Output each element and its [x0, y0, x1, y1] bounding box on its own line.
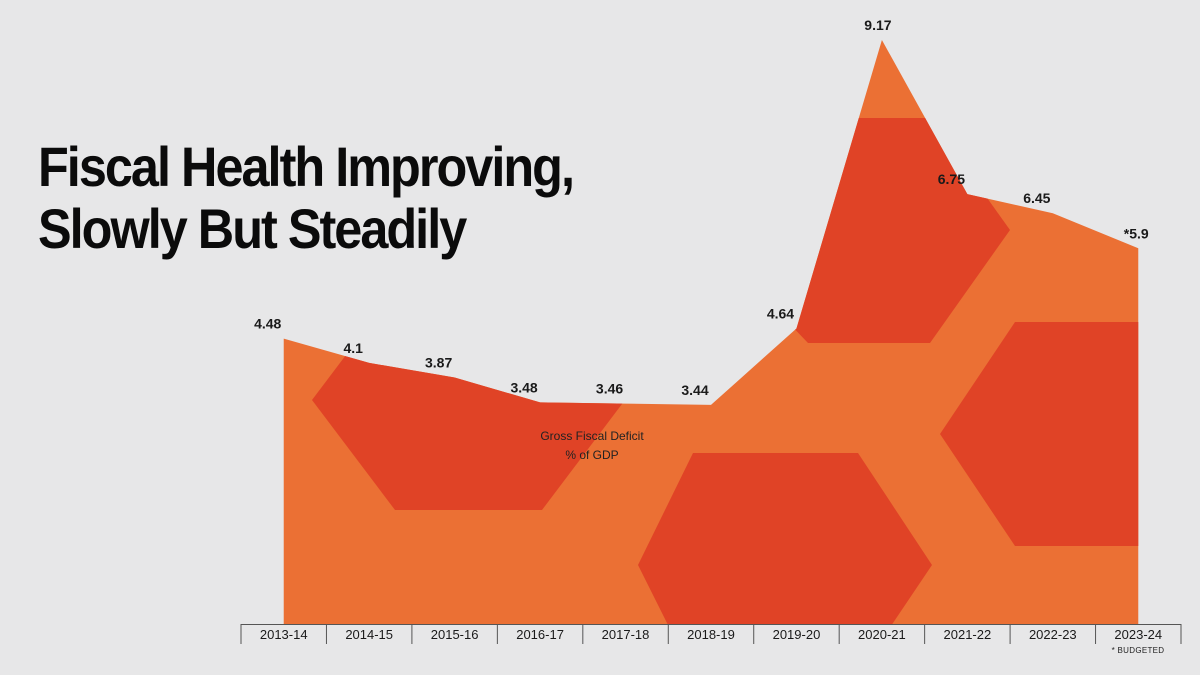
x-tick-label: 2016-17: [516, 627, 564, 642]
hex-shape-2: [638, 453, 932, 624]
value-label: 4.48: [254, 316, 281, 332]
value-label: 3.46: [596, 381, 623, 397]
value-label: 6.75: [938, 171, 965, 187]
hex-shape-4: [940, 322, 1139, 546]
value-label: 4.1: [343, 340, 363, 356]
value-label: 3.48: [510, 379, 537, 395]
x-tick-label: 2022-23: [1029, 627, 1077, 642]
axis-title: Gross Fiscal Deficit % of GDP: [540, 429, 644, 462]
x-tick-label: 2021-22: [944, 627, 992, 642]
y-axis-title: Gross Fiscal Deficit: [540, 429, 644, 443]
value-label: 3.44: [681, 382, 708, 398]
value-label: 4.64: [767, 305, 794, 321]
value-label: 3.87: [425, 355, 452, 371]
x-axis: 2013-14 2014-15 2015-16 2016-17 2017-18 2018-…: [240, 624, 1182, 644]
hex-pattern: [312, 118, 1139, 624]
x-tick-label: 2020-21: [858, 627, 906, 642]
footnote-budgeted: * BUDGETED: [1112, 646, 1165, 655]
chart-title: Fiscal Health Improving, Slowly But Stea…: [38, 136, 722, 260]
area-series: [283, 40, 1139, 624]
value-label: *5.9: [1124, 225, 1149, 241]
value-label: 6.45: [1023, 190, 1050, 206]
x-tick-label: 2018-19: [687, 627, 735, 642]
x-tick-label: 2019-20: [773, 627, 821, 642]
x-tick-label: 2014-15: [345, 627, 393, 642]
title-line-2: Slowly But Steadily: [38, 197, 467, 260]
value-label: 9.17: [864, 17, 891, 33]
title-line-1: Fiscal Health Improving,: [38, 135, 575, 198]
x-tick-label: 2017-18: [602, 627, 650, 642]
value-labels: 4.48 4.1 3.87 3.48 3.46 3.44 4.64 9.17 6.75 6.45 *…: [254, 17, 1149, 398]
x-tick-label: 2013-14: [260, 627, 308, 642]
x-tick-label: 2015-16: [431, 627, 479, 642]
y-axis-unit: % of GDP: [565, 448, 618, 462]
x-tick-label: 2023-24: [1114, 627, 1162, 642]
